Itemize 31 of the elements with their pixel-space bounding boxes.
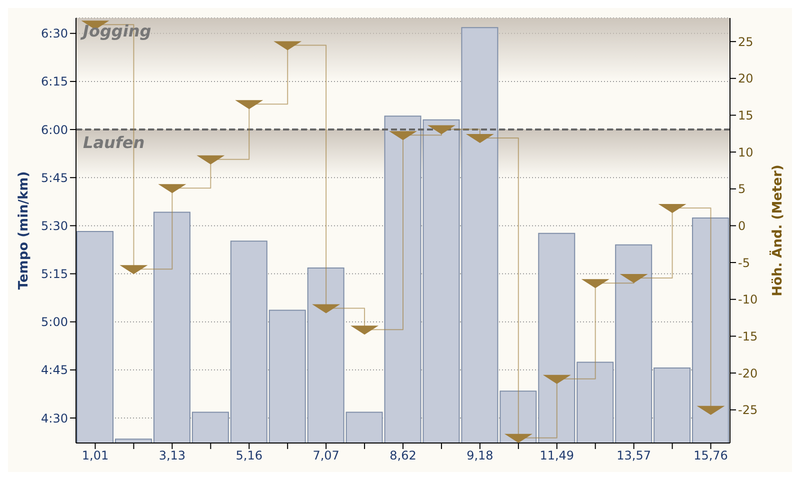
y2-tick-label: 25	[738, 34, 754, 49]
x-tick-label: 11,49	[540, 448, 574, 463]
y-axis-title: Tempo (min/km)	[16, 171, 32, 290]
y2-tick-label: -25	[738, 403, 758, 418]
y-tick-label: 5:00	[41, 315, 68, 330]
y-tick-label: 6:15	[41, 74, 68, 89]
x-tick-label: 15,76	[694, 448, 728, 463]
x-tick-label: 8,62	[390, 448, 416, 463]
y2-tick-label: 15	[738, 108, 754, 122]
x-tick-label: 9,18	[466, 448, 494, 463]
x-tick-label: 13,57	[616, 448, 652, 463]
y2-tick-label: -5	[738, 256, 750, 270]
y-tick-label: 6:00	[41, 122, 68, 137]
y2-tick-label: 5	[738, 182, 746, 196]
y2-axis-title: Höh. Änd. (Meter)	[768, 164, 786, 296]
x-tick-label: 3,13	[158, 448, 186, 463]
y2-tick-label: 20	[738, 72, 754, 86]
x-tick-label: 1,01	[82, 448, 109, 463]
y-tick-label: 5:15	[41, 267, 68, 282]
y2-tick-label: 0	[738, 218, 746, 233]
y2-tick-label: -10	[738, 292, 758, 307]
y2-tick-label: -20	[738, 366, 758, 380]
y-tick-label: 4:30	[41, 411, 68, 426]
y2-tick-label: -15	[738, 329, 758, 344]
x-tick-label: 7,07	[312, 448, 340, 463]
y-tick-label: 5:45	[41, 170, 68, 185]
y-tick-label: 4:45	[41, 363, 68, 378]
y-tick-label: 5:30	[41, 218, 68, 233]
x-tick-label: 5,16	[236, 448, 262, 463]
y2-tick-label: 10	[738, 145, 754, 160]
y-tick-label: 6:30	[41, 26, 68, 41]
